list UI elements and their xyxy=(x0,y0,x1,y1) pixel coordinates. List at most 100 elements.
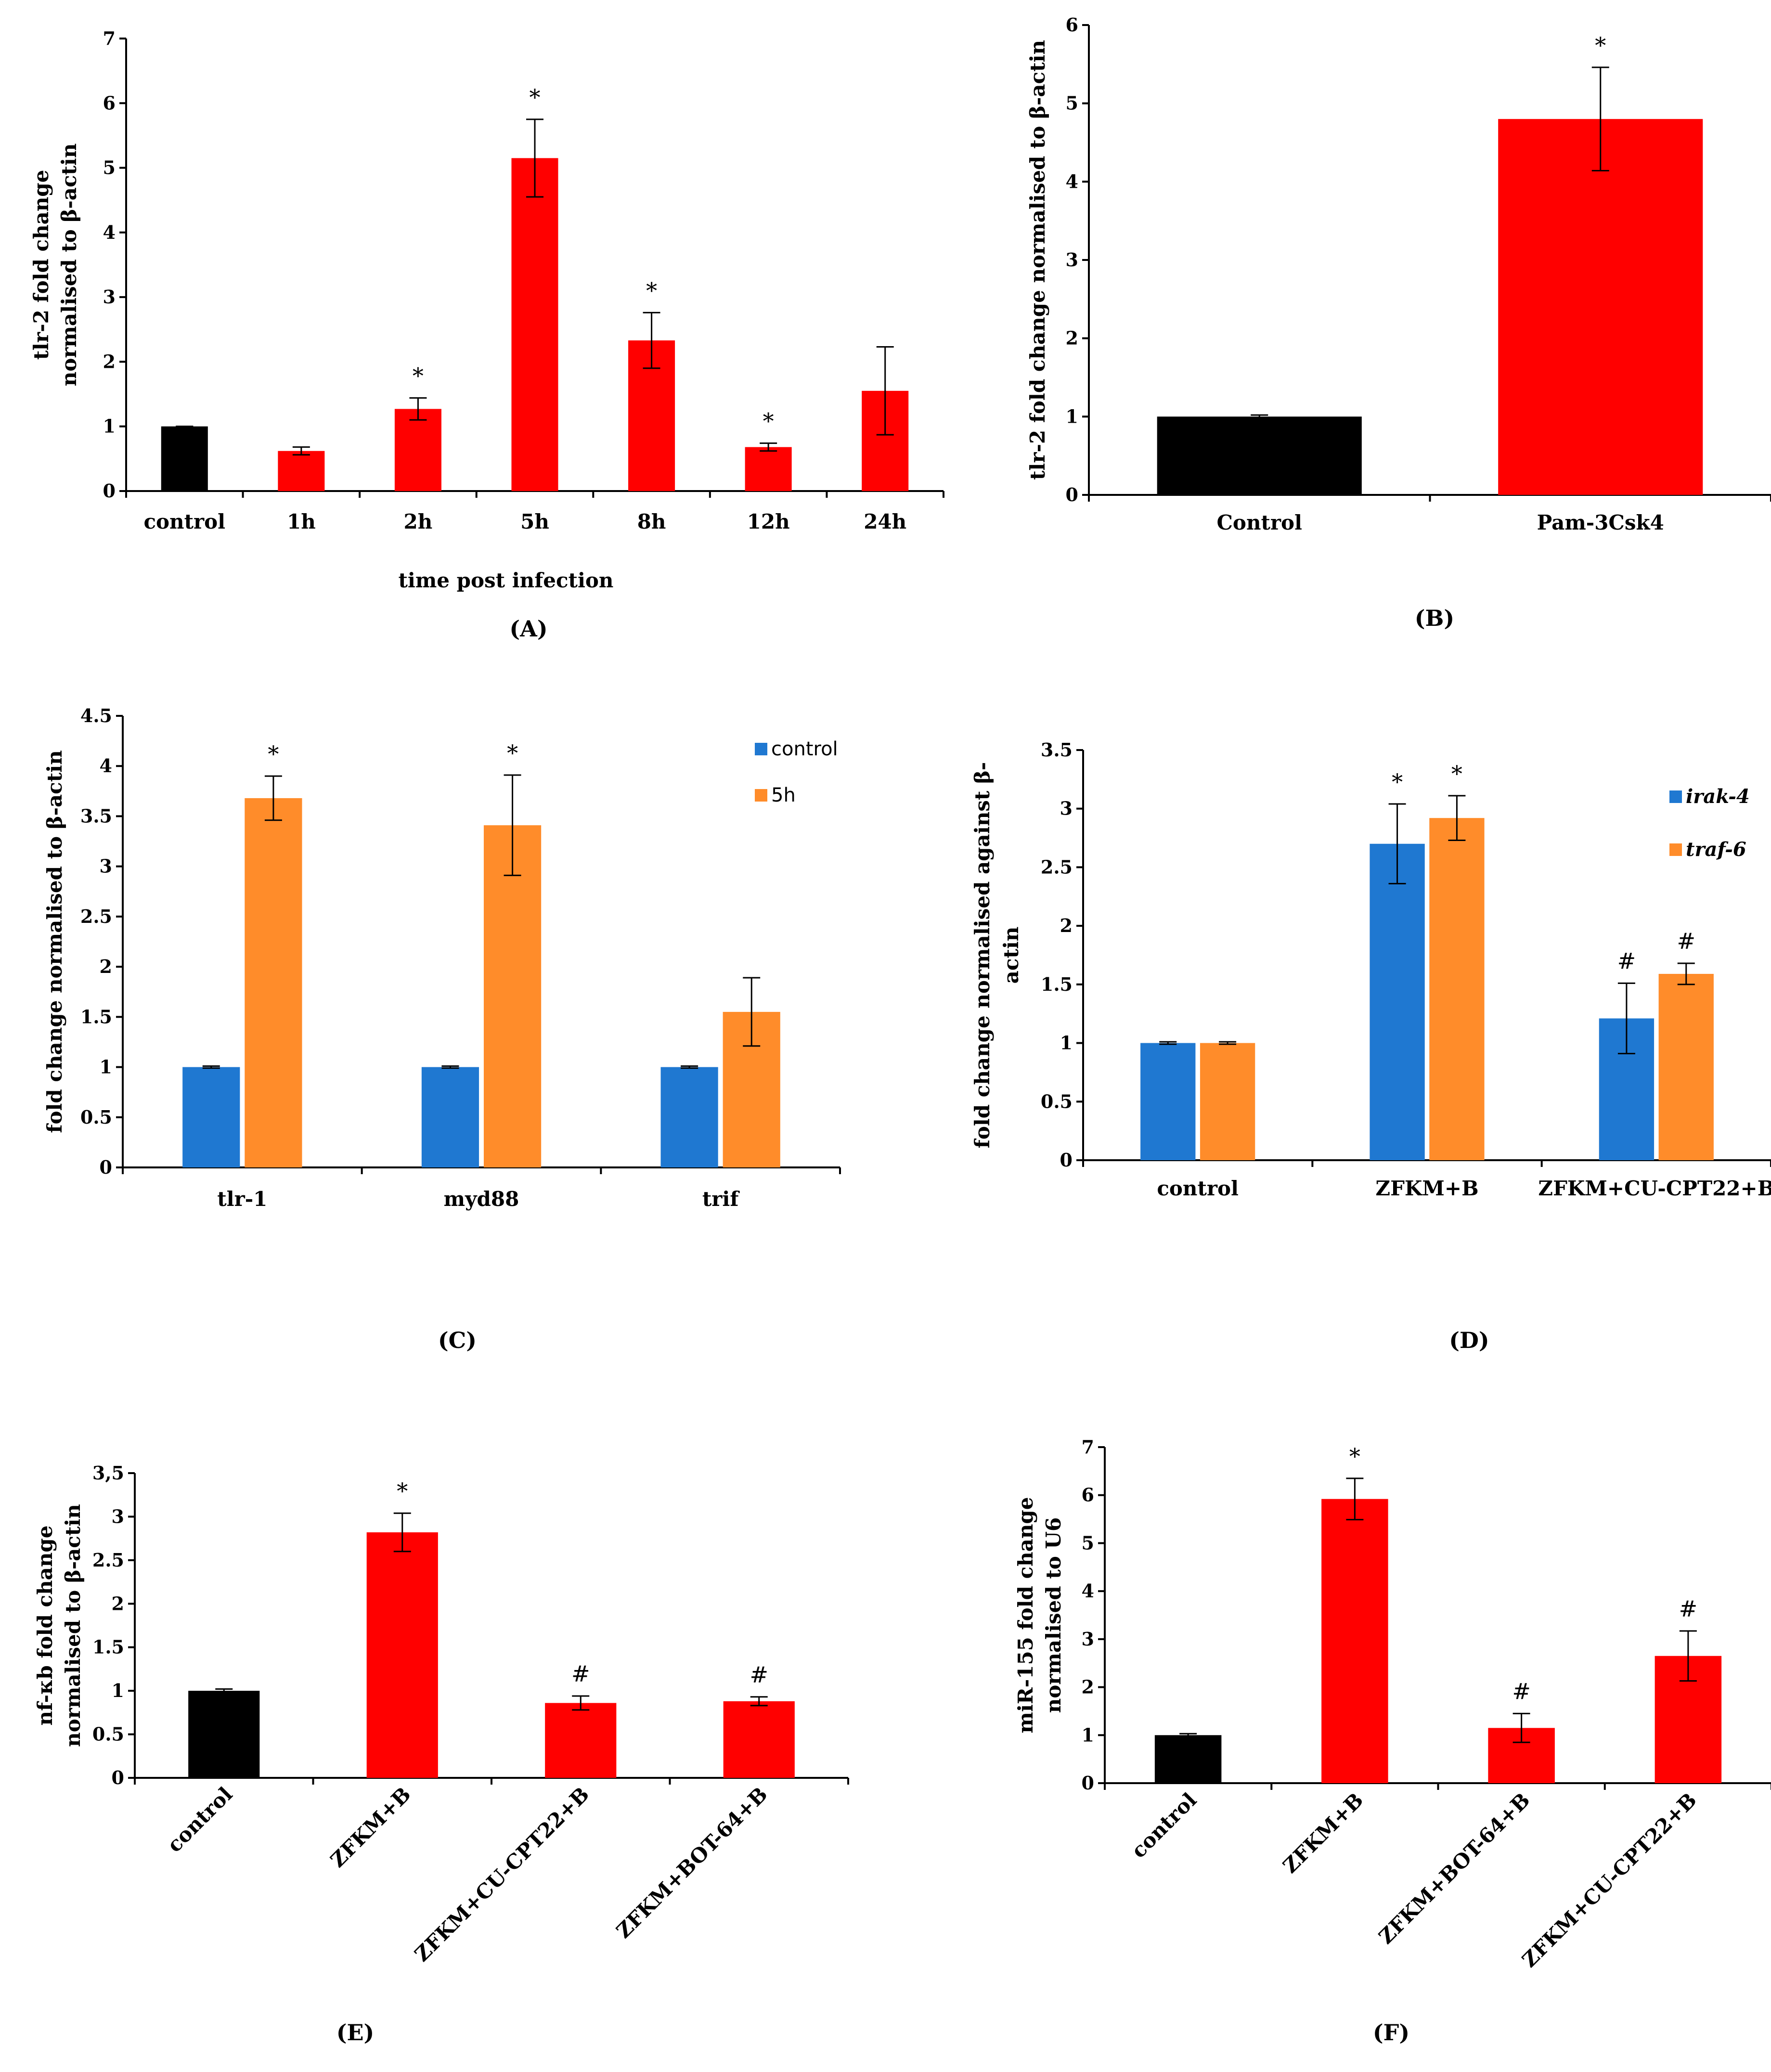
legend-label: irak-4 xyxy=(1686,785,1750,808)
bar-b-0-0 xyxy=(1157,416,1362,495)
x-axis-title: time post infection xyxy=(399,569,614,592)
y-axis-title: fold change normalised against β- xyxy=(970,762,994,1148)
bar-d-0-0 xyxy=(1140,1043,1196,1160)
y-tick-label: 5 xyxy=(103,157,116,179)
x-category-label: ZFKM+B xyxy=(1375,1177,1478,1200)
x-category-label: trif xyxy=(702,1187,740,1211)
y-tick-label: 3,5 xyxy=(92,1462,124,1484)
significance-marker: # xyxy=(1512,1678,1531,1704)
bar-b-1-0 xyxy=(1498,119,1703,495)
bar-d-1-0 xyxy=(1370,843,1425,1160)
chart-panel-e: 0 0.5 1 1.5 2 2.5 3 3,5 * # # control ZFKM+BZFKM+CU-… xyxy=(33,1462,849,2046)
y-tick-label: 1 xyxy=(103,415,116,437)
bar-a-1-0 xyxy=(278,451,325,491)
bar-c-1-0 xyxy=(421,1067,479,1167)
significance-marker: * xyxy=(507,740,518,766)
x-category-label: Control xyxy=(1217,511,1302,534)
panel-label: (D) xyxy=(1449,1327,1489,1353)
significance-marker: # xyxy=(750,1662,768,1688)
bar-f-0-0 xyxy=(1154,1735,1222,1783)
y-tick-label: 5 xyxy=(1066,92,1078,114)
y-tick-label: 1 xyxy=(1082,1724,1094,1746)
bar-e-1-0 xyxy=(366,1532,438,1778)
significance-marker: * xyxy=(1392,769,1403,795)
y-tick-label: 5 xyxy=(1082,1532,1094,1554)
y-tick-label: 2 xyxy=(1066,327,1078,349)
y-axis-title: tlr-2 fold change xyxy=(29,170,53,360)
x-category-label: ZFKM+B xyxy=(326,1782,415,1872)
significance-marker: * xyxy=(413,363,424,389)
bar-c-0-0 xyxy=(182,1067,240,1167)
y-tick-label: 3 xyxy=(103,286,116,308)
y-tick-label: 1 xyxy=(1066,405,1078,427)
legend-label: traf-6 xyxy=(1686,838,1746,861)
x-category-label: 1h xyxy=(287,510,316,533)
significance-marker: # xyxy=(571,1661,590,1687)
y-tick-label: 3.5 xyxy=(80,805,112,827)
chart-panel-d: 0 0.5 1 1.5 2 2.5 3 3.5 * * # # control ZFKM+B ZFKM+CU… xyxy=(970,739,1771,1353)
y-tick-label: 0 xyxy=(103,480,116,502)
x-category-label: 2h xyxy=(404,510,433,533)
bar-e-2-0 xyxy=(545,1703,617,1778)
y-tick-label: 3 xyxy=(1066,249,1078,271)
y-tick-label: 6 xyxy=(1082,1484,1094,1506)
x-category-label: control xyxy=(1157,1177,1239,1200)
y-tick-label: 6 xyxy=(1066,14,1078,36)
y-tick-label: 2 xyxy=(112,1593,124,1614)
x-category-label: 24h xyxy=(864,510,906,533)
y-axis-title: normalised to U6 xyxy=(1042,1517,1065,1713)
y-tick-label: 6 xyxy=(103,92,116,114)
bar-e-0-0 xyxy=(188,1691,260,1778)
y-axis-title: fold change normalised to β-actin xyxy=(43,750,66,1133)
y-tick-label: 2.5 xyxy=(1041,856,1073,878)
y-tick-label: 2 xyxy=(100,956,112,977)
x-category-label: ZFKM+CU-CPT22+B xyxy=(1517,1788,1701,1972)
y-tick-label: 7 xyxy=(103,27,116,49)
x-category-label: ZFKM+BOT-64+B xyxy=(611,1782,772,1942)
panel-label: (B) xyxy=(1415,605,1454,631)
y-axis-title: actin xyxy=(999,927,1023,984)
chart-panel-a: 0 1 2 3 4 5 6 7 * * * * control 1h 2h 5h 8h 12h 24h tlr-2 f… xyxy=(29,27,944,642)
significance-marker: * xyxy=(1595,32,1606,58)
y-tick-label: 2 xyxy=(103,350,116,372)
y-tick-label: 4 xyxy=(1066,170,1078,192)
y-tick-label: 0 xyxy=(1060,1149,1073,1171)
x-category-label: myd88 xyxy=(444,1187,519,1211)
y-axis-title: nf-κb fold change xyxy=(33,1526,57,1726)
y-tick-label: 4 xyxy=(103,221,116,243)
x-category-label: Pam-3Csk4 xyxy=(1537,511,1664,534)
y-tick-label: 3.5 xyxy=(1041,739,1073,761)
x-category-label: control xyxy=(163,1782,237,1857)
chart-panel-c: 0 0.5 1 1.5 2 2.5 3 3.5 4 4.5 * * tlr-1 myd88 trif fold… xyxy=(43,705,841,1353)
bar-d-0-1 xyxy=(1200,1043,1255,1160)
bar-f-1-0 xyxy=(1321,1499,1388,1783)
y-tick-label: 3 xyxy=(1082,1628,1094,1650)
chart-panel-f: 0 1 2 3 4 5 6 7 * # # control ZFKM+B ZFKM+BOT-64+BZFK… xyxy=(1014,1436,1771,2046)
panel-label: (F) xyxy=(1373,2020,1409,2046)
y-tick-label: 0 xyxy=(1066,484,1078,505)
y-tick-label: 3 xyxy=(1060,798,1073,819)
bar-a-5-0 xyxy=(745,447,792,491)
y-tick-label: 0 xyxy=(1082,1772,1094,1794)
y-tick-label: 2 xyxy=(1060,915,1073,936)
x-category-label: ZFKM+BOT-64+B xyxy=(1374,1788,1534,1948)
y-tick-label: 1 xyxy=(112,1680,124,1701)
y-tick-label: 2.5 xyxy=(80,906,112,927)
significance-marker: # xyxy=(1677,928,1695,954)
legend-label: 5h xyxy=(771,784,796,806)
y-tick-label: 4 xyxy=(100,755,112,777)
bar-e-3-0 xyxy=(723,1701,795,1778)
x-category-label: 8h xyxy=(637,510,666,533)
panel-label: (A) xyxy=(509,616,547,642)
significance-marker: * xyxy=(397,1478,408,1504)
x-category-label: 5h xyxy=(520,510,549,533)
significance-marker: * xyxy=(763,408,774,434)
significance-marker: * xyxy=(646,277,657,303)
legend-swatch xyxy=(1669,790,1682,803)
x-category-label: control xyxy=(143,510,225,533)
significance-marker: * xyxy=(268,741,279,767)
x-category-label: control xyxy=(1127,1788,1202,1863)
x-category-label: tlr-1 xyxy=(217,1187,267,1211)
panel-label: (E) xyxy=(336,2020,375,2046)
bar-d-1-1 xyxy=(1429,818,1485,1160)
